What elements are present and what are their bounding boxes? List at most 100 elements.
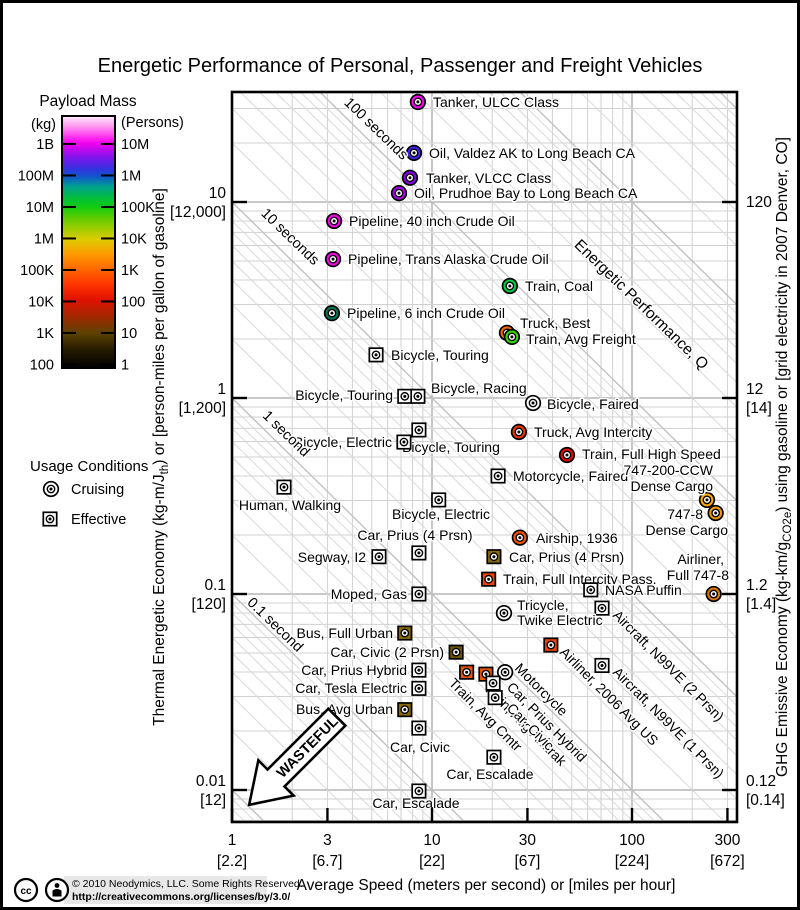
point-label: Train, Full High Speed — [582, 446, 721, 462]
point-label: Truck, Avg Intercity — [534, 424, 652, 440]
y-left-tick-0.01: 0.01 — [196, 773, 226, 790]
cc-icon[interactable] — [13, 877, 39, 903]
y-left-axis-label: Thermal Energetic Economy (kg-m/Jth) or … — [151, 188, 171, 726]
usage-conditions-legend: Usage Conditions Cruising Effective — [30, 458, 148, 528]
point-marker — [397, 702, 413, 718]
point-label: Car, Prius (4 Prsn) — [357, 527, 472, 543]
colorbar-kg-100M: 100M — [18, 168, 54, 184]
copyright-text: © 2010 Neodymics, LLC. Some Rights Reser… — [72, 878, 303, 890]
point-marker — [511, 529, 529, 546]
point-marker — [431, 492, 447, 508]
point-marker — [411, 545, 427, 561]
y-right-tick-alt-3: [0.14] — [746, 792, 785, 809]
point-label: Human, Walking — [239, 497, 341, 513]
colorbar-persons-unit: (Persons) — [121, 115, 184, 131]
x-tick-3: 3 — [323, 832, 332, 849]
point-marker — [323, 304, 341, 322]
point-marker — [496, 664, 514, 681]
colorbar-kg-10M: 10M — [26, 200, 54, 216]
point-label: Bicycle, Electric — [294, 434, 392, 450]
point-label: Airliner, — [677, 551, 724, 567]
point-label: Car, Civic — [390, 739, 450, 755]
usage-legend-title: Usage Conditions — [30, 458, 148, 475]
point-marker — [487, 690, 503, 706]
point-marker — [368, 347, 384, 363]
point-label: Train, Full Intercity Pass. — [503, 571, 657, 587]
colorbar-title: Payload Mass — [39, 93, 137, 110]
colorbar-ticks: 1B 10M 100M 1M 10M 100K 1M 10K 100K 1K 10K 100 1K 10 1… — [18, 137, 155, 373]
data-points: Tanker, ULCC Class Oil, Valdez AK to Long… — [237, 93, 730, 813]
colorbar-kg-100K: 100K — [20, 263, 54, 279]
point-label: Oil, Valdez AK to Long Beach CA — [429, 145, 636, 161]
point-label: Bus, Full Urban — [297, 625, 393, 641]
x-axis-label: Average Speed (meters per second) or [mi… — [297, 877, 676, 894]
point-label: Tricycle, — [517, 597, 569, 613]
point-marker — [485, 675, 501, 691]
point-marker — [558, 446, 576, 464]
point-label: Tanker, ULCC Class — [433, 94, 559, 110]
point-label: Pipeline, Trans Alaska Crude Oil — [348, 251, 549, 267]
point-marker — [524, 394, 542, 412]
attribution-person-icon[interactable] — [44, 877, 70, 903]
point-label: Bicycle, Racing — [431, 380, 527, 396]
point-marker — [411, 662, 427, 678]
x-tick-10: 10 — [423, 832, 441, 849]
point-marker — [495, 604, 513, 622]
license-url[interactable]: http://creativecommons.org/licenses/by/3… — [72, 891, 290, 903]
y-right-tick-120: 120 — [746, 194, 772, 211]
point-marker — [503, 328, 521, 346]
point-label: Bicycle, Electric — [392, 506, 490, 522]
y-right-tick-alt-2: [1.4] — [746, 596, 776, 613]
point-marker — [411, 680, 427, 696]
point-marker — [411, 783, 427, 799]
license-footer: cc © 2010 Neodymics, LLC. Some Rights Re… — [13, 876, 303, 904]
x-tick-mph-4: [224] — [615, 853, 649, 870]
colorbar-persons-1M: 1M — [121, 168, 141, 184]
cruising-marker-icon — [42, 480, 60, 498]
colorbar-kg-100: 100 — [30, 357, 54, 373]
point-marker — [411, 422, 427, 438]
x-tick-mph-3: [67] — [514, 853, 540, 870]
colorbar-persons-10: 10 — [121, 326, 137, 342]
y-left-tick-alt-0: [12,000] — [170, 204, 226, 221]
point-marker — [397, 388, 413, 404]
colorbar-kg-1K: 1K — [36, 326, 54, 342]
point-label: Train, Avg Freight — [526, 331, 636, 347]
usage-legend-cruising-label: Cruising — [71, 482, 124, 498]
point-marker — [448, 644, 464, 660]
license-background — [64, 876, 267, 904]
point-label: Dense Cargo — [646, 522, 729, 538]
point-label: Tanker, VLCC Class — [426, 170, 551, 186]
point-label: Car, Escalade — [446, 766, 533, 782]
point-marker — [594, 657, 610, 673]
point-marker — [490, 468, 506, 484]
point-label: Truck, Best — [520, 315, 590, 331]
x-tick-mph-2: [22] — [419, 853, 445, 870]
point-marker — [707, 504, 724, 522]
point-marker — [510, 423, 528, 441]
point-marker — [486, 549, 502, 565]
point-label: Moped, Gas — [331, 586, 407, 602]
point-label: Car, Prius (4 Prsn) — [509, 549, 624, 565]
point-label: Twike Electric — [517, 612, 603, 628]
point-marker — [594, 600, 610, 616]
point-marker — [501, 277, 518, 295]
y-left-tick-0.1: 0.1 — [204, 577, 226, 594]
usage-legend-effective-label: Effective — [71, 512, 126, 528]
x-tick-mph-0: [2.2] — [217, 853, 247, 870]
colorbar-persons-1: 1 — [121, 357, 129, 373]
point-label: Train, Coal — [525, 278, 593, 294]
x-tick-1: 1 — [228, 832, 237, 849]
point-marker — [698, 491, 716, 509]
y-left-tick-alt-3: [12] — [200, 792, 226, 809]
point-marker — [486, 749, 502, 765]
point-marker — [411, 720, 427, 736]
point-marker — [481, 571, 497, 587]
colorbar-kg-unit: (kg) — [31, 117, 56, 133]
colorbar-gradient — [61, 115, 116, 369]
point-marker — [410, 388, 426, 404]
x-tick-100: 100 — [619, 832, 645, 849]
y-right-tick-1.2: 1.2 — [746, 577, 768, 594]
